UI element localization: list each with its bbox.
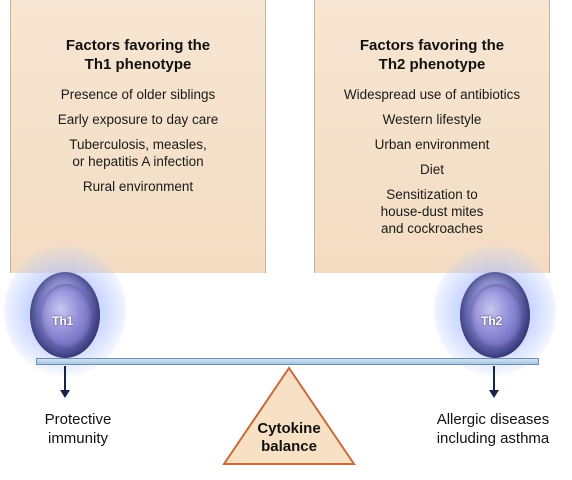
balance-beam [36, 358, 539, 365]
th2-factor-item: Diet [419, 162, 444, 177]
th2-cell-label: Th2 [481, 314, 503, 328]
th1-factors-panel: Factors favoring the Th1 phenotype Prese… [10, 0, 266, 273]
th2-panel-title: Factors favoring the Th2 phenotype [359, 37, 505, 73]
th2-factor-item: Western lifestyle [382, 112, 482, 127]
th1-factor-item: Tuberculosis, measles, or hepatitis A in… [69, 137, 207, 169]
th1-factor-item: Early exposure to day care [57, 112, 219, 127]
th1-factor-item: Rural environment [82, 179, 194, 194]
cytokine-fulcrum [222, 366, 356, 465]
th2-factors-panel: Factors favoring the Th2 phenotype Wides… [314, 0, 550, 273]
left-arrow-head [60, 390, 70, 398]
cytokine-balance-label: Cytokine balance [257, 420, 321, 455]
right-arrow-head [489, 390, 499, 398]
th2-factor-item: Sensitization to house-dust mites and co… [380, 187, 484, 236]
th1-factors-list: Presence of older siblings Early exposur… [11, 86, 265, 195]
th1-factor-item: Presence of older siblings [60, 87, 216, 102]
left-arrow-shaft [64, 366, 66, 392]
right-arrow-shaft [493, 366, 495, 392]
th2-outcome-text: Allergic diseases including asthma [436, 411, 550, 447]
th1-panel-title: Factors favoring the Th1 phenotype [65, 37, 211, 73]
th1-cell-nucleus [40, 284, 92, 348]
th1-outcome-text: Protective immunity [44, 411, 112, 447]
th2-factor-item: Widespread use of antibiotics [343, 87, 521, 102]
fulcrum-triangle [222, 366, 356, 465]
th1-cell-label: Th1 [52, 314, 74, 328]
th2-cell-nucleus [470, 284, 522, 348]
th2-factors-list: Widespread use of antibiotics Western li… [315, 86, 549, 237]
th2-factor-item: Urban environment [374, 137, 490, 152]
